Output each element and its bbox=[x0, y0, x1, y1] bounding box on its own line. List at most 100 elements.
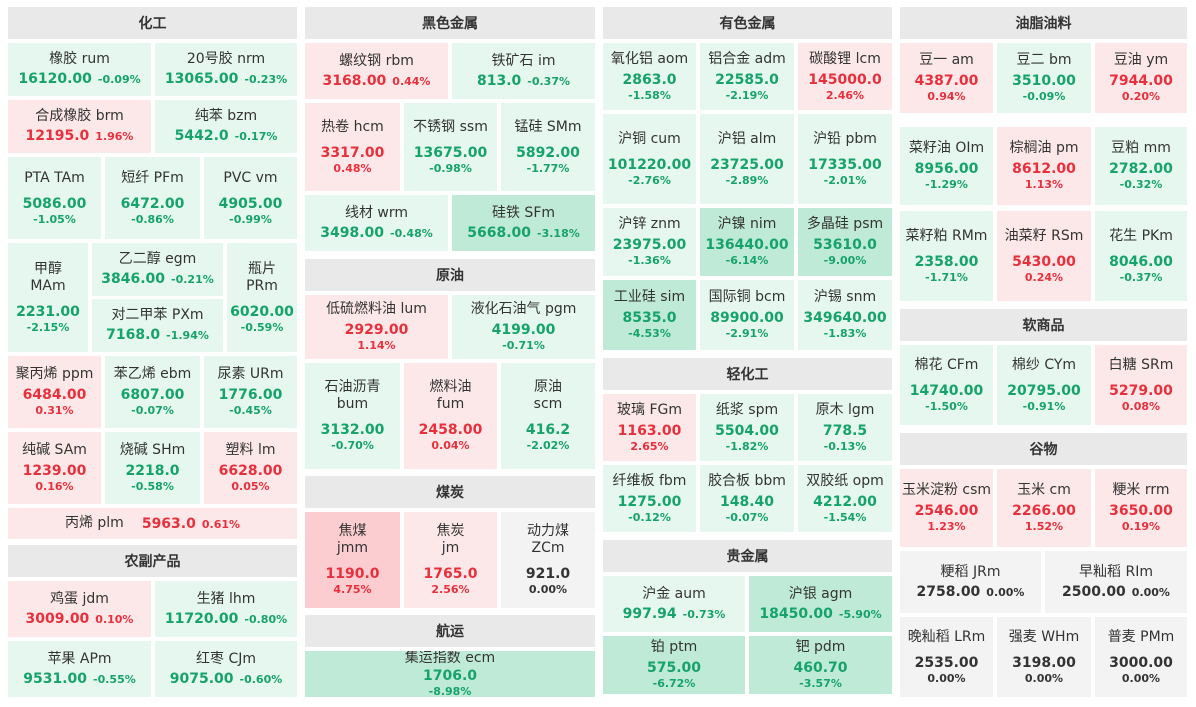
tile-RSm[interactable]: 油菜籽 RSm 5430.00 0.24% bbox=[997, 211, 1091, 301]
tile-MAm[interactable]: 甲醇 MAm 2231.00 -2.15% bbox=[8, 243, 88, 352]
tile-ssm[interactable]: 不锈钢 ssm 13675.00 -0.98% bbox=[404, 103, 497, 191]
tile-jdm[interactable]: 鸡蛋 jdm 3009.00 0.10% bbox=[8, 581, 151, 637]
tile-csm[interactable]: 玉米淀粉 csm 2546.00 1.23% bbox=[900, 469, 993, 547]
tile-jm[interactable]: 焦炭 jm 1765.0 2.56% bbox=[404, 512, 497, 608]
tile-change-pct: 1.96% bbox=[95, 130, 134, 143]
tile-ecm[interactable]: 集运指数 ecm 1706.0 -8.98% bbox=[305, 651, 595, 697]
tile-am[interactable]: 豆一 am 4387.00 0.94% bbox=[900, 43, 993, 113]
tile-wrm[interactable]: 线材 wrm 3498.00 -0.48% bbox=[305, 195, 448, 251]
tile-name: 热卷 hcm bbox=[321, 118, 384, 135]
tile-change-pct: -0.86% bbox=[131, 212, 174, 226]
tile-RMm[interactable]: 菜籽粕 RMm 2358.00 -1.71% bbox=[900, 211, 993, 301]
tile-aum[interactable]: 沪金 aum 997.94 -0.73% bbox=[603, 576, 745, 632]
tile-APm[interactable]: 苹果 APm 9531.00 -0.55% bbox=[8, 641, 151, 697]
tile-im[interactable]: 铁矿石 im 813.0 -0.37% bbox=[452, 43, 595, 99]
tile-pm[interactable]: 棕榈油 pm 8612.00 1.13% bbox=[997, 127, 1091, 205]
tile-SMm[interactable]: 锰硅 SMm 5892.00 -1.77% bbox=[501, 103, 595, 191]
tile-PRm[interactable]: 瓶片 PRm 6020.00 -0.59% bbox=[227, 243, 297, 352]
tile-psm[interactable]: 多晶硅 psm 53610.0 -9.00% bbox=[798, 208, 892, 276]
tile-opm[interactable]: 双胶纸 opm 4212.00 -1.54% bbox=[798, 465, 892, 532]
tile-vm[interactable]: PVC vm 4905.00 -0.99% bbox=[204, 157, 297, 239]
tile-CFm[interactable]: 棉花 CFm 14740.00 -1.50% bbox=[900, 345, 993, 425]
tile-change-pct: 0.00% bbox=[1131, 585, 1170, 599]
tile-hcm[interactable]: 热卷 hcm 3317.00 0.48% bbox=[305, 103, 400, 191]
tile-price: 4199.00 bbox=[491, 322, 556, 338]
tile-TAm[interactable]: PTA TAm 5086.00 -1.05% bbox=[8, 157, 101, 239]
tile-mm[interactable]: 豆粕 mm 2782.00 -0.32% bbox=[1095, 127, 1187, 205]
tile-PFm[interactable]: 短纤 PFm 6472.00 -0.86% bbox=[105, 157, 200, 239]
tile-lcm[interactable]: 碳酸锂 lcm 145000.0 2.46% bbox=[798, 43, 892, 110]
tile-ebm[interactable]: 苯乙烯 ebm 6807.00 -0.07% bbox=[105, 356, 200, 428]
tile-alm[interactable]: 沪铝 alm 23725.00 -2.89% bbox=[700, 114, 794, 204]
tile-cum[interactable]: 沪铜 cum 101220.00 -2.76% bbox=[603, 114, 696, 204]
tile-lhm[interactable]: 生猪 lhm 11720.00 -0.80% bbox=[155, 581, 297, 637]
tile-snm[interactable]: 沪锡 snm 349640.00 -1.83% bbox=[798, 280, 892, 350]
tile-PMm[interactable]: 普麦 PMm 3000.00 0.00% bbox=[1095, 617, 1187, 697]
tile-scm[interactable]: 原油 scm 416.2 -2.02% bbox=[501, 363, 595, 469]
tile-pgm[interactable]: 液化石油气 pgm 4199.00 -0.71% bbox=[452, 295, 595, 359]
tile-SFm[interactable]: 硅铁 SFm 5668.00 -3.18% bbox=[452, 195, 595, 251]
tile-agm[interactable]: 沪银 agm 18450.00 -5.90% bbox=[749, 576, 892, 632]
tile-bzm[interactable]: 纯苯 bzm 5442.0 -0.17% bbox=[155, 100, 297, 153]
tile-change-pct: 0.10% bbox=[95, 612, 134, 626]
tile-fum[interactable]: 燃料油 fum 2458.00 0.04% bbox=[404, 363, 497, 469]
tile-FGm[interactable]: 玻璃 FGm 1163.00 2.65% bbox=[603, 394, 696, 461]
tile-SHm[interactable]: 烧碱 SHm 2218.0 -0.58% bbox=[105, 432, 200, 504]
tile-name: 多晶硅 psm bbox=[806, 216, 884, 232]
tile-RIm[interactable]: 早籼稻 RIm 2500.00 0.00% bbox=[1045, 551, 1187, 613]
tile-PXm[interactable]: 对二甲苯 PXm 7168.0 -1.94% bbox=[92, 299, 223, 352]
tile-PKm[interactable]: 花生 PKm 8046.00 -0.37% bbox=[1095, 211, 1187, 301]
tile-JRm[interactable]: 粳稻 JRm 2758.00 0.00% bbox=[900, 551, 1041, 613]
tile-brm[interactable]: 合成橡胶 brm 12195.0 1.96% bbox=[8, 100, 151, 153]
tile-change-pct: -0.45% bbox=[229, 404, 272, 417]
tile-rrm[interactable]: 粳米 rrm 3650.00 0.19% bbox=[1095, 469, 1187, 547]
tile-change-pct: 0.00% bbox=[927, 671, 966, 685]
tile-CYm[interactable]: 棉纱 CYm 20795.00 -0.91% bbox=[997, 345, 1091, 425]
tile-ZCm[interactable]: 动力煤 ZCm 921.0 0.00% bbox=[501, 512, 595, 608]
tile-plm[interactable]: 丙烯 plm 5963.0 0.61% bbox=[8, 508, 297, 539]
tile-change-pct: -1.77% bbox=[526, 161, 570, 175]
tile-rum[interactable]: 橡胶 rum 16120.00 -0.09% bbox=[8, 43, 151, 96]
tile-znm[interactable]: 沪锌 znm 23975.00 -1.36% bbox=[603, 208, 696, 276]
tile-cm[interactable]: 玉米 cm 2266.00 1.52% bbox=[997, 469, 1091, 547]
tile-name: 沪铅 pbm bbox=[813, 130, 877, 147]
tile-jmm[interactable]: 焦煤 jmm 1190.0 4.75% bbox=[305, 512, 400, 608]
tile-ym[interactable]: 豆油 ym 7944.00 0.20% bbox=[1095, 43, 1187, 113]
tile-name: 棉花 CFm bbox=[914, 356, 979, 373]
tile-bbm[interactable]: 胶合板 bbm 148.40 -0.07% bbox=[700, 465, 794, 532]
tile-price: 997.94 bbox=[622, 605, 677, 622]
tile-OIm[interactable]: 菜籽油 OIm 8956.00 -1.29% bbox=[900, 127, 993, 205]
tile-nrm[interactable]: 20号胶 nrm 13065.00 -0.23% bbox=[155, 43, 297, 96]
tile-name: 线材 wrm bbox=[344, 204, 409, 221]
tile-aom[interactable]: 氧化铝 aom 2863.0 -1.58% bbox=[603, 43, 696, 110]
tile-nim[interactable]: 沪镍 nim 136440.00 -6.14% bbox=[700, 208, 794, 276]
tile-adm[interactable]: 铝合金 adm 22585.0 -2.19% bbox=[700, 43, 794, 110]
tile-pdm[interactable]: 钯 pdm 460.70 -3.57% bbox=[749, 636, 892, 694]
tile-price: 5430.00 bbox=[1012, 253, 1076, 270]
tile-name: 集运指数 ecm bbox=[404, 651, 496, 666]
tile-SAm[interactable]: 纯碱 SAm 1239.00 0.16% bbox=[8, 432, 101, 504]
tile-egm[interactable]: 乙二醇 egm 3846.00 -0.21% bbox=[92, 243, 223, 296]
tile-pbm[interactable]: 沪铅 pbm 17335.00 -2.01% bbox=[798, 114, 892, 204]
tile-bcm[interactable]: 国际铜 bcm 89900.00 -2.91% bbox=[700, 280, 794, 350]
tile-bum[interactable]: 石油沥青 bum 3132.00 -0.70% bbox=[305, 363, 400, 469]
tile-LRm[interactable]: 晚籼稻 LRm 2535.00 0.00% bbox=[900, 617, 993, 697]
tile-ppm[interactable]: 聚丙烯 ppm 6484.00 0.31% bbox=[8, 356, 101, 428]
tile-WHm[interactable]: 强麦 WHm 3198.00 0.00% bbox=[997, 617, 1091, 697]
tile-sim[interactable]: 工业硅 sim 8535.0 -4.53% bbox=[603, 280, 696, 350]
tile-CJm[interactable]: 红枣 CJm 9075.00 -0.60% bbox=[155, 641, 297, 697]
tile-lgm[interactable]: 原木 lgm 778.5 -0.13% bbox=[798, 394, 892, 461]
tile-change-pct: -0.48% bbox=[390, 226, 433, 240]
tile-spm[interactable]: 纸浆 spm 5504.00 -1.82% bbox=[700, 394, 794, 461]
tile-ptm[interactable]: 铂 ptm 575.00 -6.72% bbox=[603, 636, 745, 694]
tile-lum[interactable]: 低硫燃料油 lum 2929.00 1.14% bbox=[305, 295, 448, 359]
tile-SRm[interactable]: 白糖 SRm 5279.00 0.08% bbox=[1095, 345, 1187, 425]
tile-fbm[interactable]: 纤维板 fbm 1275.00 -0.12% bbox=[603, 465, 696, 532]
tile-URm[interactable]: 尿素 URm 1776.00 -0.45% bbox=[204, 356, 297, 428]
tile-lm[interactable]: 塑料 lm 6628.00 0.05% bbox=[204, 432, 297, 504]
tile-rbm[interactable]: 螺纹钢 rbm 3168.00 0.44% bbox=[305, 43, 448, 99]
tile-bm[interactable]: 豆二 bm 3510.00 -0.09% bbox=[997, 43, 1091, 113]
tile-change-pct: 0.94% bbox=[927, 90, 966, 103]
tile-change-pct: -0.07% bbox=[131, 404, 174, 417]
tile-change-pct: 0.31% bbox=[35, 404, 74, 417]
